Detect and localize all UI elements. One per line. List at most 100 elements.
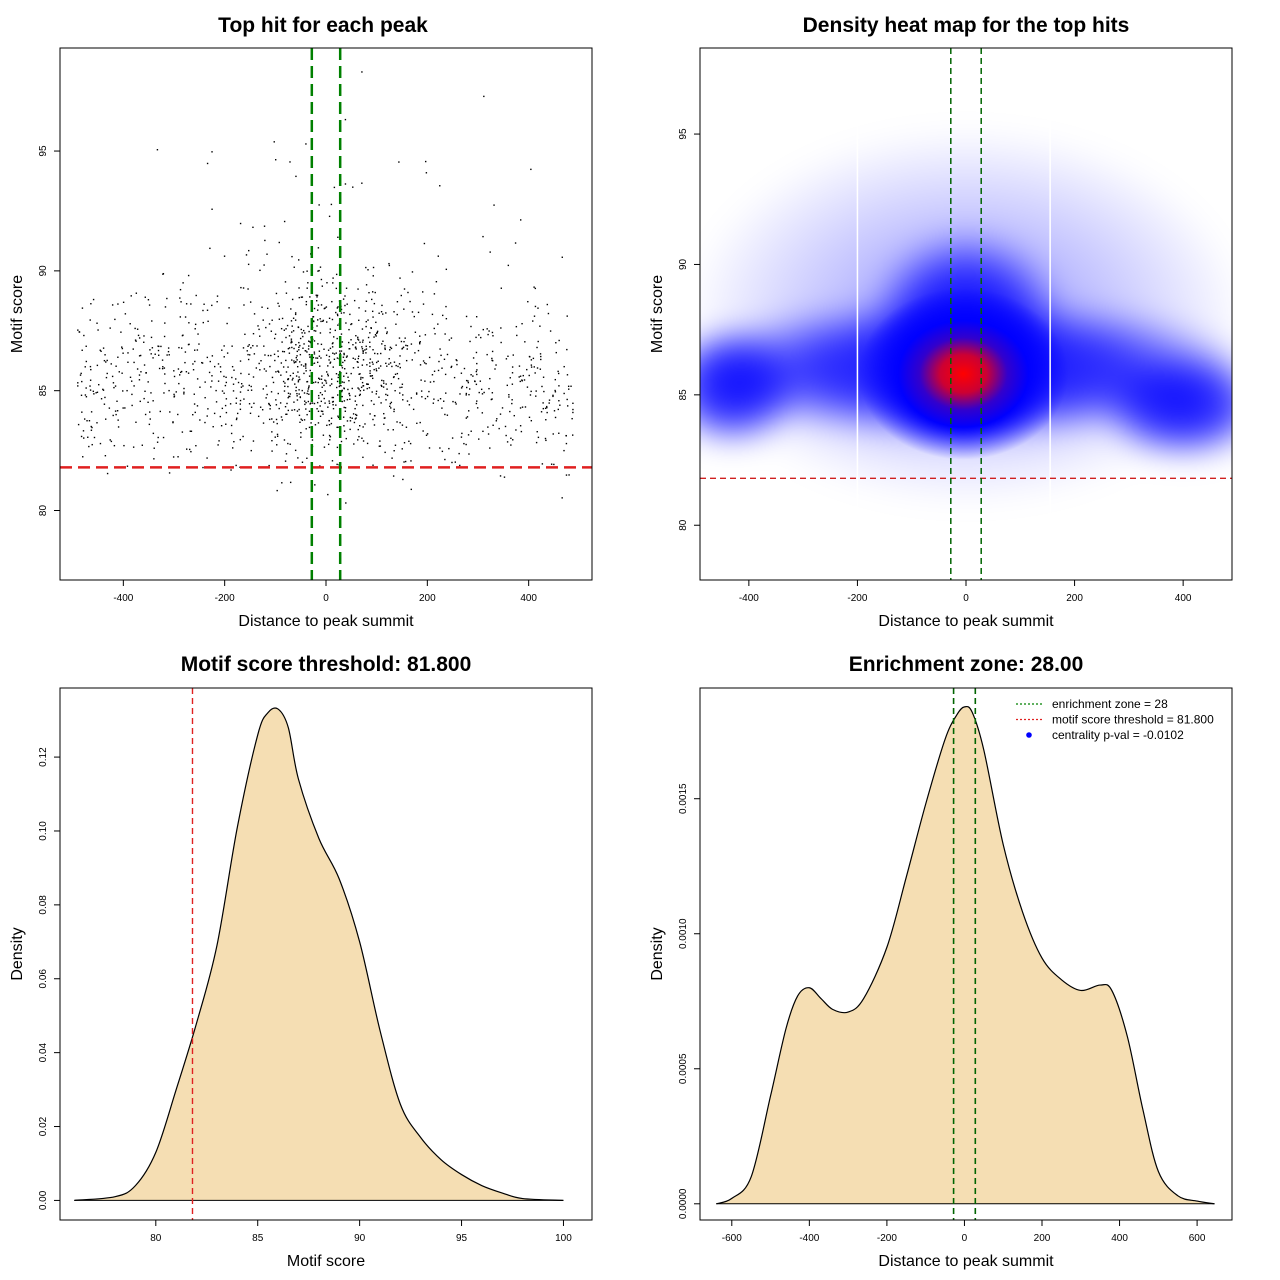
scatter-point [278,371,280,373]
scatter-point [242,347,245,349]
scatter-point [319,266,322,268]
scatter-point [180,371,182,374]
scatter-point [528,374,530,377]
scatter-point [429,381,432,383]
scatter-point [548,399,551,401]
scatter-point [418,343,421,345]
scatter-point [296,350,299,353]
scatter-point [258,328,260,331]
scatter-point [390,347,393,350]
scatter-point [563,365,565,368]
scatter-point [309,296,311,298]
scatter-point [441,367,443,369]
scatter-point [300,364,303,366]
scatter-point [345,502,347,504]
scatter-point [385,399,387,401]
scatter-point [305,370,307,372]
scatter-point [475,402,478,405]
scatter-point [567,385,570,388]
scatter-point [93,436,96,439]
scatter-point [455,359,457,361]
scatter-point [306,270,308,272]
scatter-point [320,410,323,412]
scatter-point [495,420,498,422]
scatter-point [143,397,145,400]
scatter-point [364,423,366,425]
scatter-point [460,436,463,438]
scatter-point [248,384,250,387]
scatter-point [443,358,446,361]
scatter-point [306,287,308,289]
scatter-point [266,393,268,396]
scatter-point [204,396,206,399]
scatter-point [317,304,320,306]
scatter-point [428,390,430,393]
scatter-point [491,350,494,353]
scatter-point [362,350,364,353]
scatter-point [202,309,204,312]
scatter-point [329,362,331,364]
scatter-point [288,352,291,354]
scatter-point [454,401,457,404]
scatter-point [219,366,222,368]
scatter-point [158,354,160,356]
scatter-point [372,349,374,351]
scatter-point [327,349,330,351]
scatter-point [403,308,405,310]
scatter-point [135,421,137,423]
scatter-point [285,359,287,362]
scatter-point [250,389,253,391]
scatter-point [354,358,356,360]
scatter-point [491,331,494,334]
scatter-point [317,394,320,397]
scatter-point [80,394,83,397]
scatter-point [317,319,319,321]
scatter-point [294,449,297,452]
scatter-point [84,394,87,396]
scatter-point [321,393,323,396]
scatter-point [320,304,323,306]
scatter-point [330,378,333,380]
scatter-point [304,403,306,406]
scatter-point [359,373,361,375]
scatter-point [372,363,374,365]
scatter-point [312,315,315,318]
scatter-point [313,351,316,353]
scatter-point [367,319,369,321]
scatter-point [549,330,552,332]
scatter-point [344,410,347,412]
scatter-point [300,328,302,331]
scatter-point [535,441,538,444]
scatter-point [226,322,228,325]
scatter-point [335,373,338,375]
scatter-point [341,367,344,369]
scatter-point [375,361,378,364]
scatter-point [318,350,321,352]
scatter-point [367,269,369,271]
scatter-point [156,441,159,443]
y-tick-label: 0.0000 [678,1188,689,1219]
scatter-point [303,372,305,375]
scatter-point [166,354,168,356]
scatter-point [281,419,284,421]
scatter-point [282,380,285,383]
scatter-point [307,348,310,350]
scatter-point [308,410,311,412]
scatter-point [275,399,277,401]
scatter-point [388,264,391,267]
scatter-point [358,388,360,390]
scatter-point [504,425,507,428]
scatter-point [483,391,485,394]
scatter-point [295,356,297,359]
scatter-point [475,370,478,373]
scatter-point [405,359,408,362]
scatter-point [351,417,353,419]
scatter-point [424,334,427,336]
scatter-point [305,300,308,303]
scatter-point [320,400,323,403]
scatter-point [545,419,547,421]
scatter-point [336,394,339,396]
scatter-point [290,342,292,344]
scatter-point [450,366,452,369]
